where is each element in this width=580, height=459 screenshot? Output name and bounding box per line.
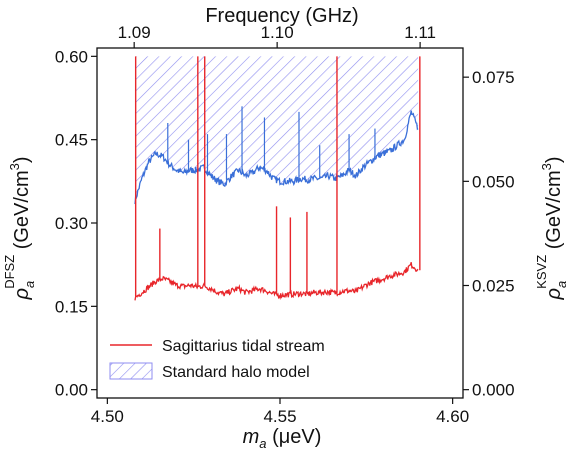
series-line-halo bbox=[134, 110, 419, 205]
y-left-title-units-sup: 3 bbox=[7, 163, 22, 170]
halo-hatch-area bbox=[134, 56, 419, 205]
data-layer bbox=[134, 56, 421, 301]
y-left-axis-title: ρa DFSZ (GeV/cm3) bbox=[2, 156, 37, 300]
top-tick-label-2: 1.11 bbox=[404, 23, 436, 42]
y-right-title-var: ρ bbox=[543, 288, 565, 300]
y-left-title-sub: a bbox=[22, 281, 37, 288]
x-axis-title: ma (μeV) bbox=[243, 426, 322, 451]
y-right-title-units-close: ) bbox=[543, 156, 565, 163]
y-left-tick-label-3: 0.45 bbox=[55, 131, 88, 150]
y-left-title-units-close: ) bbox=[11, 156, 33, 163]
top-tick-label-1: 1.10 bbox=[261, 23, 294, 42]
y-right-tick-label-1: 0.025 bbox=[472, 277, 515, 296]
y-left-tick-label-4: 0.60 bbox=[55, 47, 88, 66]
x-tick-label-1: 4.55 bbox=[263, 407, 296, 426]
y-left-tick-label-1: 0.15 bbox=[55, 297, 88, 316]
x-tick-label-0: 4.50 bbox=[91, 407, 124, 426]
y-right-axis-title: ρa KSVZ (GeV/cm3) bbox=[534, 156, 569, 300]
x-axis-title-sub: a bbox=[259, 436, 266, 451]
x-tick-label-2: 4.60 bbox=[436, 407, 469, 426]
y-right-tick-label-0: 0.000 bbox=[472, 381, 515, 400]
y-left-tick-label-2: 0.30 bbox=[55, 214, 88, 233]
legend-label-halo: Standard halo model bbox=[162, 364, 310, 381]
legend-swatch-halo bbox=[109, 362, 153, 380]
top-tick-label-0: 1.09 bbox=[118, 23, 151, 42]
x-axis-title-var: m bbox=[243, 426, 260, 448]
x-axis-title-units: (μeV) bbox=[267, 426, 322, 448]
y-left-title-units: (GeV/cm bbox=[11, 170, 33, 254]
y-right-tick-label-2: 0.050 bbox=[472, 172, 515, 191]
y-left-title-var: ρ bbox=[11, 288, 33, 300]
y-right-title-units: (GeV/cm bbox=[543, 170, 565, 254]
y-left-tick-label-0: 0.00 bbox=[55, 381, 88, 400]
y-right-tick-label-3: 0.075 bbox=[472, 68, 515, 87]
axes-layer: 4.50 4.55 4.60 1.09 1.10 1.11 0.00 0.15 0.30 0.45… bbox=[55, 23, 515, 426]
y-left-title-sup: DFSZ bbox=[2, 255, 17, 289]
legend: Sagittarius tidal stream Standard halo m… bbox=[109, 338, 325, 381]
y-right-title-sup: KSVZ bbox=[534, 255, 549, 289]
legend-label-sagittarius: Sagittarius tidal stream bbox=[162, 338, 325, 355]
top-axis-title: Frequency (GHz) bbox=[205, 5, 358, 27]
y-right-title-sub: a bbox=[554, 281, 569, 288]
y-right-title-units-sup: 3 bbox=[539, 163, 554, 170]
